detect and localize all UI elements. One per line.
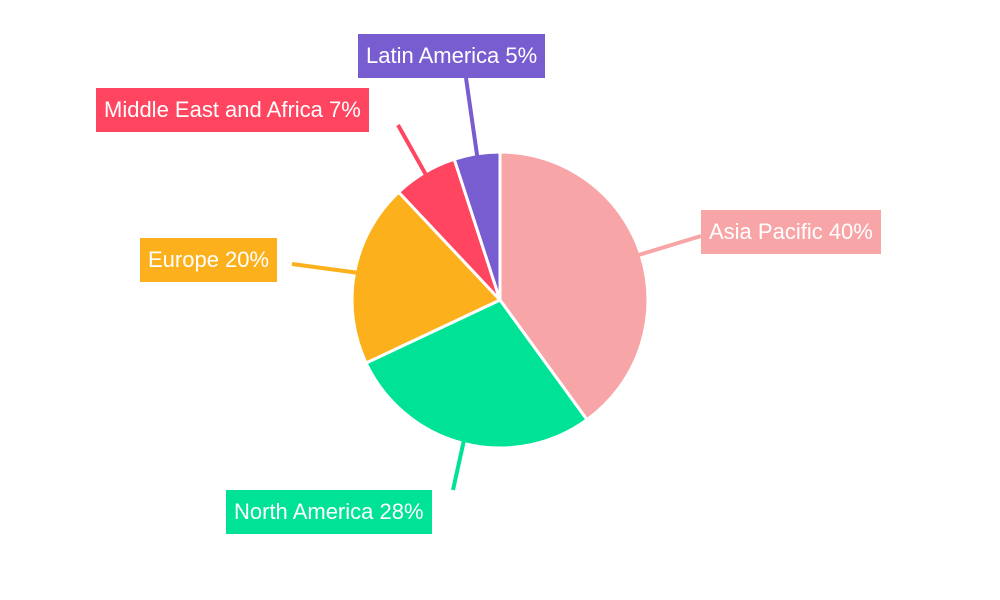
- label-asia-pacific: Asia Pacific 40%: [701, 210, 881, 254]
- leader-line: [464, 77, 480, 157]
- leader-line: [638, 234, 702, 257]
- label-europe: Europe 20%: [140, 238, 278, 282]
- leader-lines: [291, 77, 702, 491]
- leader-line: [451, 440, 466, 491]
- pie-slices: [350, 150, 650, 450]
- label-latin-america: Latin America 5%: [358, 34, 546, 78]
- label-north-america: North America 28%: [226, 490, 432, 534]
- label-middle-east-africa: Middle East and Africa 7%: [96, 88, 369, 132]
- leader-line: [291, 262, 357, 275]
- leader-line: [396, 124, 428, 176]
